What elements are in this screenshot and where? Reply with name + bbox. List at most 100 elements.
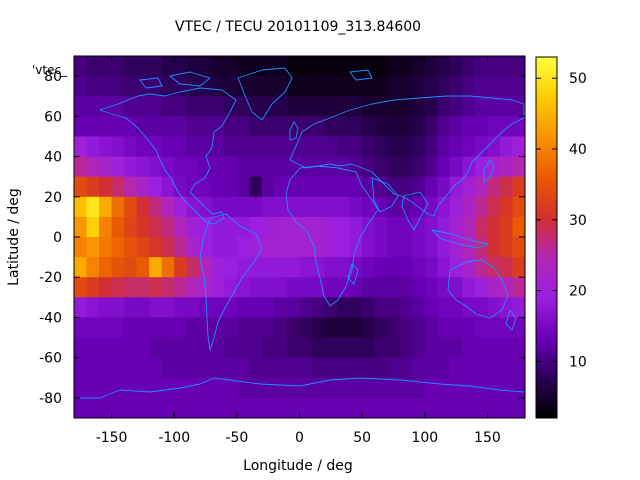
heatmap-cell	[111, 297, 125, 319]
heatmap-cell	[349, 337, 363, 359]
heatmap-cell	[99, 397, 113, 418]
heatmap-cell	[161, 237, 175, 258]
x-tick-label: 100	[411, 430, 438, 446]
heatmap-cell	[362, 196, 376, 218]
heatmap-cell	[249, 357, 263, 379]
heatmap-cell	[374, 96, 388, 117]
heatmap-cell	[312, 297, 326, 319]
heatmap-cell	[412, 216, 426, 238]
y-tick-label: 40	[44, 150, 62, 166]
heatmap-cell	[274, 136, 288, 158]
coastline-arctic-islands	[139, 69, 373, 89]
heatmap-cell	[261, 216, 276, 238]
heatmap-cell	[286, 216, 301, 238]
heatmap-cell	[299, 337, 313, 359]
heatmap-cell	[74, 216, 88, 238]
heatmap-cell	[274, 317, 288, 339]
heatmap-cell	[424, 136, 438, 158]
heatmap-cell	[424, 116, 438, 138]
heatmap-cell	[261, 397, 276, 418]
heatmap-cell	[211, 357, 225, 379]
heatmap-cell	[299, 56, 313, 77]
heatmap-cell	[186, 116, 200, 138]
heatmap-cell	[424, 357, 438, 379]
heatmap-cell	[86, 56, 100, 77]
heatmap-cell	[286, 56, 301, 77]
heatmap-cell	[174, 257, 188, 278]
heatmap-cell	[437, 136, 451, 158]
heatmap-cell	[286, 156, 301, 178]
heatmap-cell	[424, 377, 438, 399]
heatmap-cell	[387, 357, 401, 379]
heatmap-cell	[111, 76, 125, 97]
heatmap-cell	[136, 76, 150, 97]
heatmap-cell	[261, 196, 276, 218]
heatmap-cell	[274, 397, 288, 418]
heatmap-cell	[474, 176, 489, 198]
heatmap-cell	[186, 337, 200, 359]
heatmap-cell	[474, 156, 489, 178]
heatmap-cell	[437, 96, 451, 117]
heatmap-cell	[412, 237, 426, 258]
heatmap-cell	[149, 237, 163, 258]
heatmap-cell	[74, 377, 88, 399]
heatmap-cell	[149, 216, 163, 238]
heatmap-cell	[512, 317, 525, 339]
heatmap-cell	[312, 317, 326, 339]
heatmap-cell	[337, 96, 351, 117]
heatmap-cell	[74, 76, 88, 97]
heatmap-cell	[424, 156, 438, 178]
heatmap-cell	[199, 96, 213, 117]
heatmap-cell	[199, 277, 213, 298]
heatmap-cell	[211, 297, 225, 319]
heatmap-cell	[399, 317, 413, 339]
heatmap-cell	[449, 337, 463, 359]
heatmap-cell	[74, 397, 88, 418]
heatmap-cell	[324, 196, 338, 218]
heatmap-cell	[161, 76, 175, 97]
heatmap-cell	[136, 56, 150, 77]
heatmap-cell	[86, 337, 100, 359]
heatmap-cell	[449, 56, 463, 77]
heatmap-cell	[111, 156, 125, 178]
heatmap-cell	[474, 116, 489, 138]
heatmap-cell	[462, 337, 476, 359]
heatmap-cell	[161, 216, 175, 238]
heatmap-cell	[374, 357, 388, 379]
heatmap-cell	[186, 277, 200, 298]
heatmap-cell	[224, 377, 238, 399]
heatmap-cell	[236, 136, 250, 158]
heatmap-cell	[161, 96, 175, 117]
heatmap-cell	[249, 317, 263, 339]
heatmap-cell	[124, 196, 138, 218]
heatmap-cell	[474, 337, 489, 359]
heatmap-cell	[487, 56, 501, 77]
heatmap-cell	[174, 297, 188, 319]
heatmap-cell	[512, 377, 525, 399]
heatmap-cell	[274, 176, 288, 198]
heatmap-cell	[387, 317, 401, 339]
coastline-india	[401, 191, 429, 231]
heatmap-cell	[199, 377, 213, 399]
heatmap-cell	[437, 257, 451, 278]
heatmap-cell	[99, 216, 113, 238]
heatmap-cell	[387, 96, 401, 117]
chart-title: VTEC / TECU 20101109_313.84600	[175, 19, 421, 35]
heatmap-cell	[186, 216, 200, 238]
heatmap-cell	[186, 156, 200, 178]
heatmap-cell	[111, 176, 125, 198]
heatmap-cell	[374, 297, 388, 319]
heatmap-cell	[324, 277, 338, 298]
heatmap-cell	[274, 96, 288, 117]
coastline-greenland	[237, 67, 293, 121]
heatmap-cell	[224, 257, 238, 278]
heatmap-cell	[186, 96, 200, 117]
heatmap-cell	[136, 377, 150, 399]
heatmap-cell	[399, 96, 413, 117]
heatmap-cell	[424, 257, 438, 278]
x-tick-label: -50	[225, 430, 248, 446]
heatmap-cell	[186, 357, 200, 379]
heatmap-cell	[324, 337, 338, 359]
heatmap-cell	[149, 357, 163, 379]
heatmap-cell	[224, 397, 238, 418]
